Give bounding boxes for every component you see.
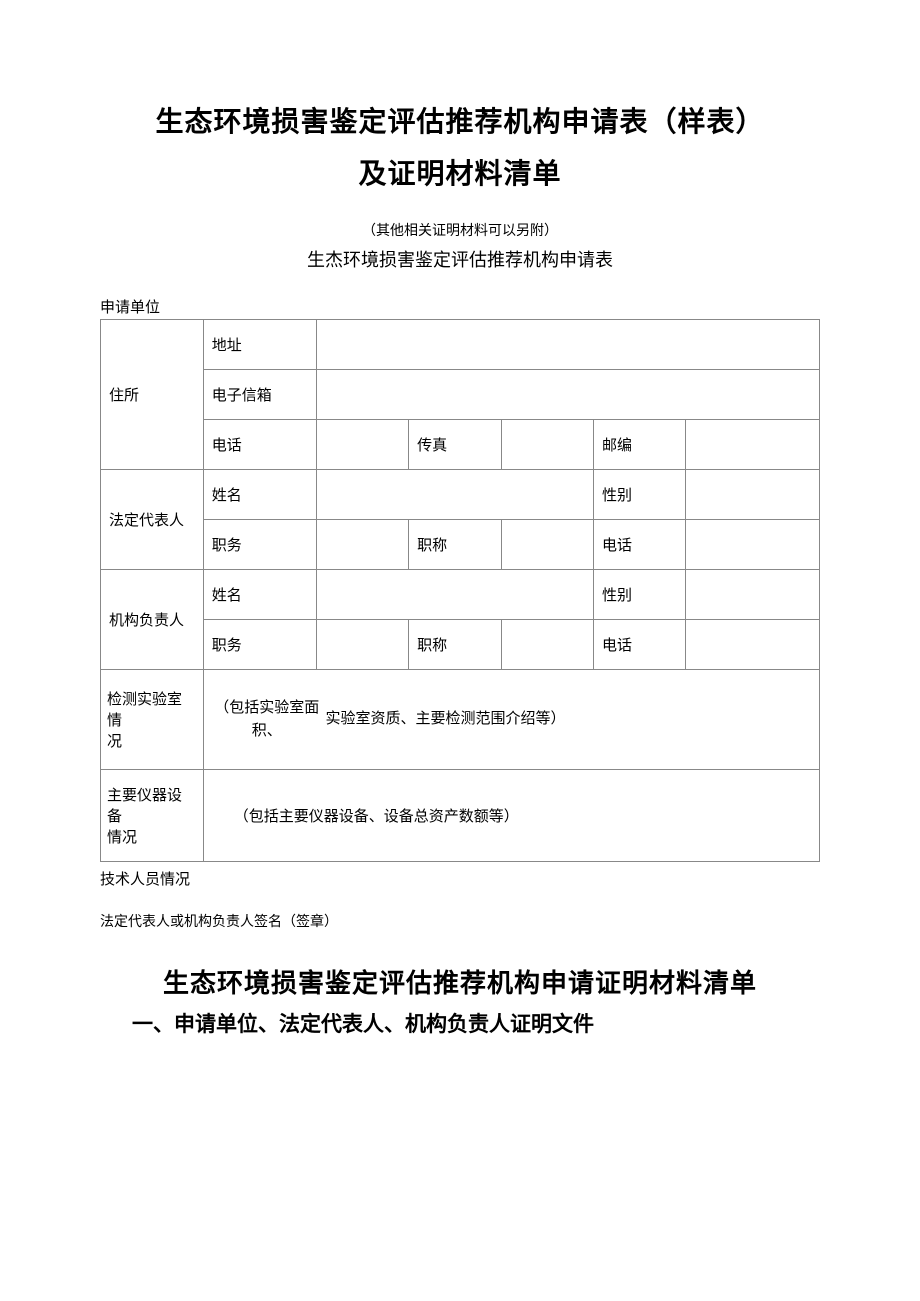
form-subtitle: 生杰环境损害鉴定评估推荐机构申请表 [100, 246, 820, 272]
equipment-label: 主要仪器设备情况 [101, 770, 204, 862]
org-head-phone-label: 电话 [593, 620, 685, 670]
org-head-title-label: 职称 [409, 620, 501, 670]
materials-heading-1: 一、申请单位、法定代表人、机构负责人证明文件 [132, 1008, 820, 1038]
org-head-gender-value [686, 570, 820, 620]
materials-list-title: 生态环境损害鉴定评估推荐机构申请证明材料清单 [100, 963, 820, 1000]
legal-rep-name-value [316, 470, 593, 520]
equipment-desc: （包括主要仪器设备、设备总资产数额等） [203, 770, 819, 862]
org-head-name-label: 姓名 [203, 570, 316, 620]
table-row: 住所 地址 [101, 320, 820, 370]
applicant-unit-label: 申请单位 [100, 296, 820, 317]
legal-rep-phone-label: 电话 [593, 520, 685, 570]
org-head-name-value [316, 570, 593, 620]
fax-value [501, 420, 593, 470]
org-head-position-label: 职务 [203, 620, 316, 670]
address-label: 地址 [203, 320, 316, 370]
lab-situation-label: 检测实验室情况 [101, 670, 204, 770]
org-head-phone-value [686, 620, 820, 670]
application-form-table: 住所 地址 电子信箱 电话 传真 邮编 法定代表人 姓名 性别 职务 职称 [100, 319, 820, 862]
page-title-line2: 及证明材料清单 [100, 152, 820, 192]
phone-label: 电话 [203, 420, 316, 470]
legal-rep-phone-value [686, 520, 820, 570]
signature-label: 法定代表人或机构负责人签名（签章） [100, 911, 820, 931]
org-head-gender-label: 性别 [593, 570, 685, 620]
table-row: 职务 职称 电话 [101, 620, 820, 670]
legal-rep-position-value [316, 520, 408, 570]
table-row: 检测实验室情况 （包括实验室面积、 实验室资质、主要检测范围介绍等） [101, 670, 820, 770]
page-title-line1: 生态环境损害鉴定评估推荐机构申请表（样表） [100, 100, 820, 140]
legal-rep-name-label: 姓名 [203, 470, 316, 520]
postcode-value [686, 420, 820, 470]
lab-situation-desc: （包括实验室面积、 实验室资质、主要检测范围介绍等） [203, 670, 819, 770]
legal-rep-position-label: 职务 [203, 520, 316, 570]
fax-label: 传真 [409, 420, 501, 470]
address-value [316, 320, 819, 370]
table-row: 机构负责人 姓名 性别 [101, 570, 820, 620]
residence-label: 住所 [101, 320, 204, 470]
table-row: 主要仪器设备情况 （包括主要仪器设备、设备总资产数额等） [101, 770, 820, 862]
tech-staff-label: 技术人员情况 [100, 868, 820, 889]
legal-rep-gender-label: 性别 [593, 470, 685, 520]
table-row: 职务 职称 电话 [101, 520, 820, 570]
org-head-title-value [501, 620, 593, 670]
postcode-label: 邮编 [593, 420, 685, 470]
legal-rep-title-label: 职称 [409, 520, 501, 570]
org-head-position-value [316, 620, 408, 670]
legal-rep-gender-value [686, 470, 820, 520]
legal-rep-title-value [501, 520, 593, 570]
attachment-note: （其他相关证明材料可以另附） [100, 220, 820, 240]
table-row: 电子信箱 [101, 370, 820, 420]
email-label: 电子信箱 [203, 370, 316, 420]
table-row: 电话 传真 邮编 [101, 420, 820, 470]
legal-rep-label: 法定代表人 [101, 470, 204, 570]
phone-value [316, 420, 408, 470]
table-row: 法定代表人 姓名 性别 [101, 470, 820, 520]
org-head-label: 机构负责人 [101, 570, 204, 670]
email-value [316, 370, 819, 420]
